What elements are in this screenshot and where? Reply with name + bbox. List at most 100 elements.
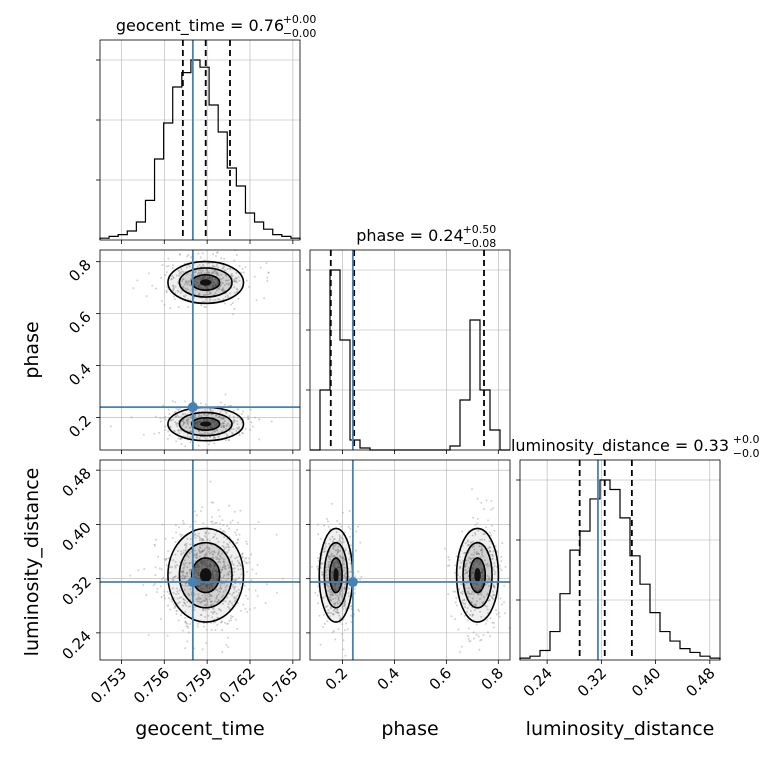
sample-point [478,648,481,651]
sample-point [168,412,171,415]
sample-point [232,592,235,595]
sample-point [203,272,206,275]
sample-point [200,584,203,587]
sample-point [209,292,212,295]
sample-point [235,429,238,432]
sample-point [185,625,188,628]
sample-point [214,292,217,295]
sample-point [209,594,212,597]
sample-point [196,278,199,281]
sample-point [221,566,224,569]
sample-point [234,557,237,560]
sample-point [241,556,244,559]
sample-point [172,276,175,279]
sample-point [201,432,204,435]
sample-point [336,519,339,522]
sample-point [204,554,207,557]
sample-point [162,404,165,407]
sample-point [195,422,198,425]
sample-point [224,568,227,571]
sample-point [172,288,175,291]
sample-point [199,420,202,423]
sample-point [180,429,183,432]
sample-point [221,288,224,291]
sample-point [215,558,218,561]
sample-point [177,290,180,293]
sample-point [210,595,213,598]
sample-point [203,413,206,416]
sample-point [209,480,212,483]
sample-point [459,651,462,654]
sample-point [189,415,192,418]
sample-point [164,597,167,600]
sample-point [447,556,450,559]
sample-point [200,562,203,565]
sample-point [158,431,161,434]
sample-point [201,538,204,541]
sample-point [162,416,165,419]
sample-point [221,267,224,270]
sample-point [171,264,174,267]
sample-point [194,569,197,572]
sample-point [179,271,182,274]
sample-point [181,534,184,537]
histogram-geocent_time [99,59,301,240]
sample-point [214,569,217,572]
sample-point [215,571,218,574]
sample-point [211,570,214,573]
sample-point [471,516,474,519]
sample-point [169,425,172,428]
sample-point [232,313,235,316]
sample-point [247,415,250,418]
sample-point [170,598,173,601]
sample-point [202,539,205,542]
sample-point [184,647,187,650]
sample-point [241,267,244,270]
sample-point [203,549,206,552]
sample-point [491,621,494,624]
sample-point [231,615,234,618]
sample-point [211,271,214,274]
tick-label-geocent_time: 0.765 [259,664,302,707]
sample-point [241,432,244,435]
sample-point [198,420,201,423]
sample-point [213,420,216,423]
sample-point [221,629,224,632]
sample-point [222,560,225,563]
sample-point [215,579,218,582]
sample-point [318,614,321,617]
sample-point [206,426,209,429]
sample-point [216,577,219,580]
sample-point [222,417,225,420]
sample-point [203,625,206,628]
sample-point [196,585,199,588]
sample-point [170,278,173,281]
sample-point [211,262,214,265]
sample-point [214,298,217,301]
sample-point [239,563,242,566]
sample-point [190,593,193,596]
sample-point [232,415,235,418]
sample-point [239,564,242,567]
sample-point [230,275,233,278]
sample-point [200,537,203,540]
sample-point [201,543,204,546]
title-geocent_time: geocent_time = 0.76 [116,16,284,36]
sample-point [347,525,350,528]
sample-point [206,538,209,541]
sample-point [229,617,232,620]
sample-point [229,521,232,524]
sample-point [198,269,201,272]
sample-point [189,278,192,281]
sample-point [222,590,225,593]
sample-point [215,414,218,417]
sample-point [218,415,221,418]
sample-point [455,555,458,558]
sample-point [209,427,212,430]
sample-point [154,574,157,577]
sample-point [489,617,492,620]
sample-point [169,565,172,568]
sample-point [206,585,209,588]
sample-point [214,283,217,286]
sample-point [238,561,241,564]
